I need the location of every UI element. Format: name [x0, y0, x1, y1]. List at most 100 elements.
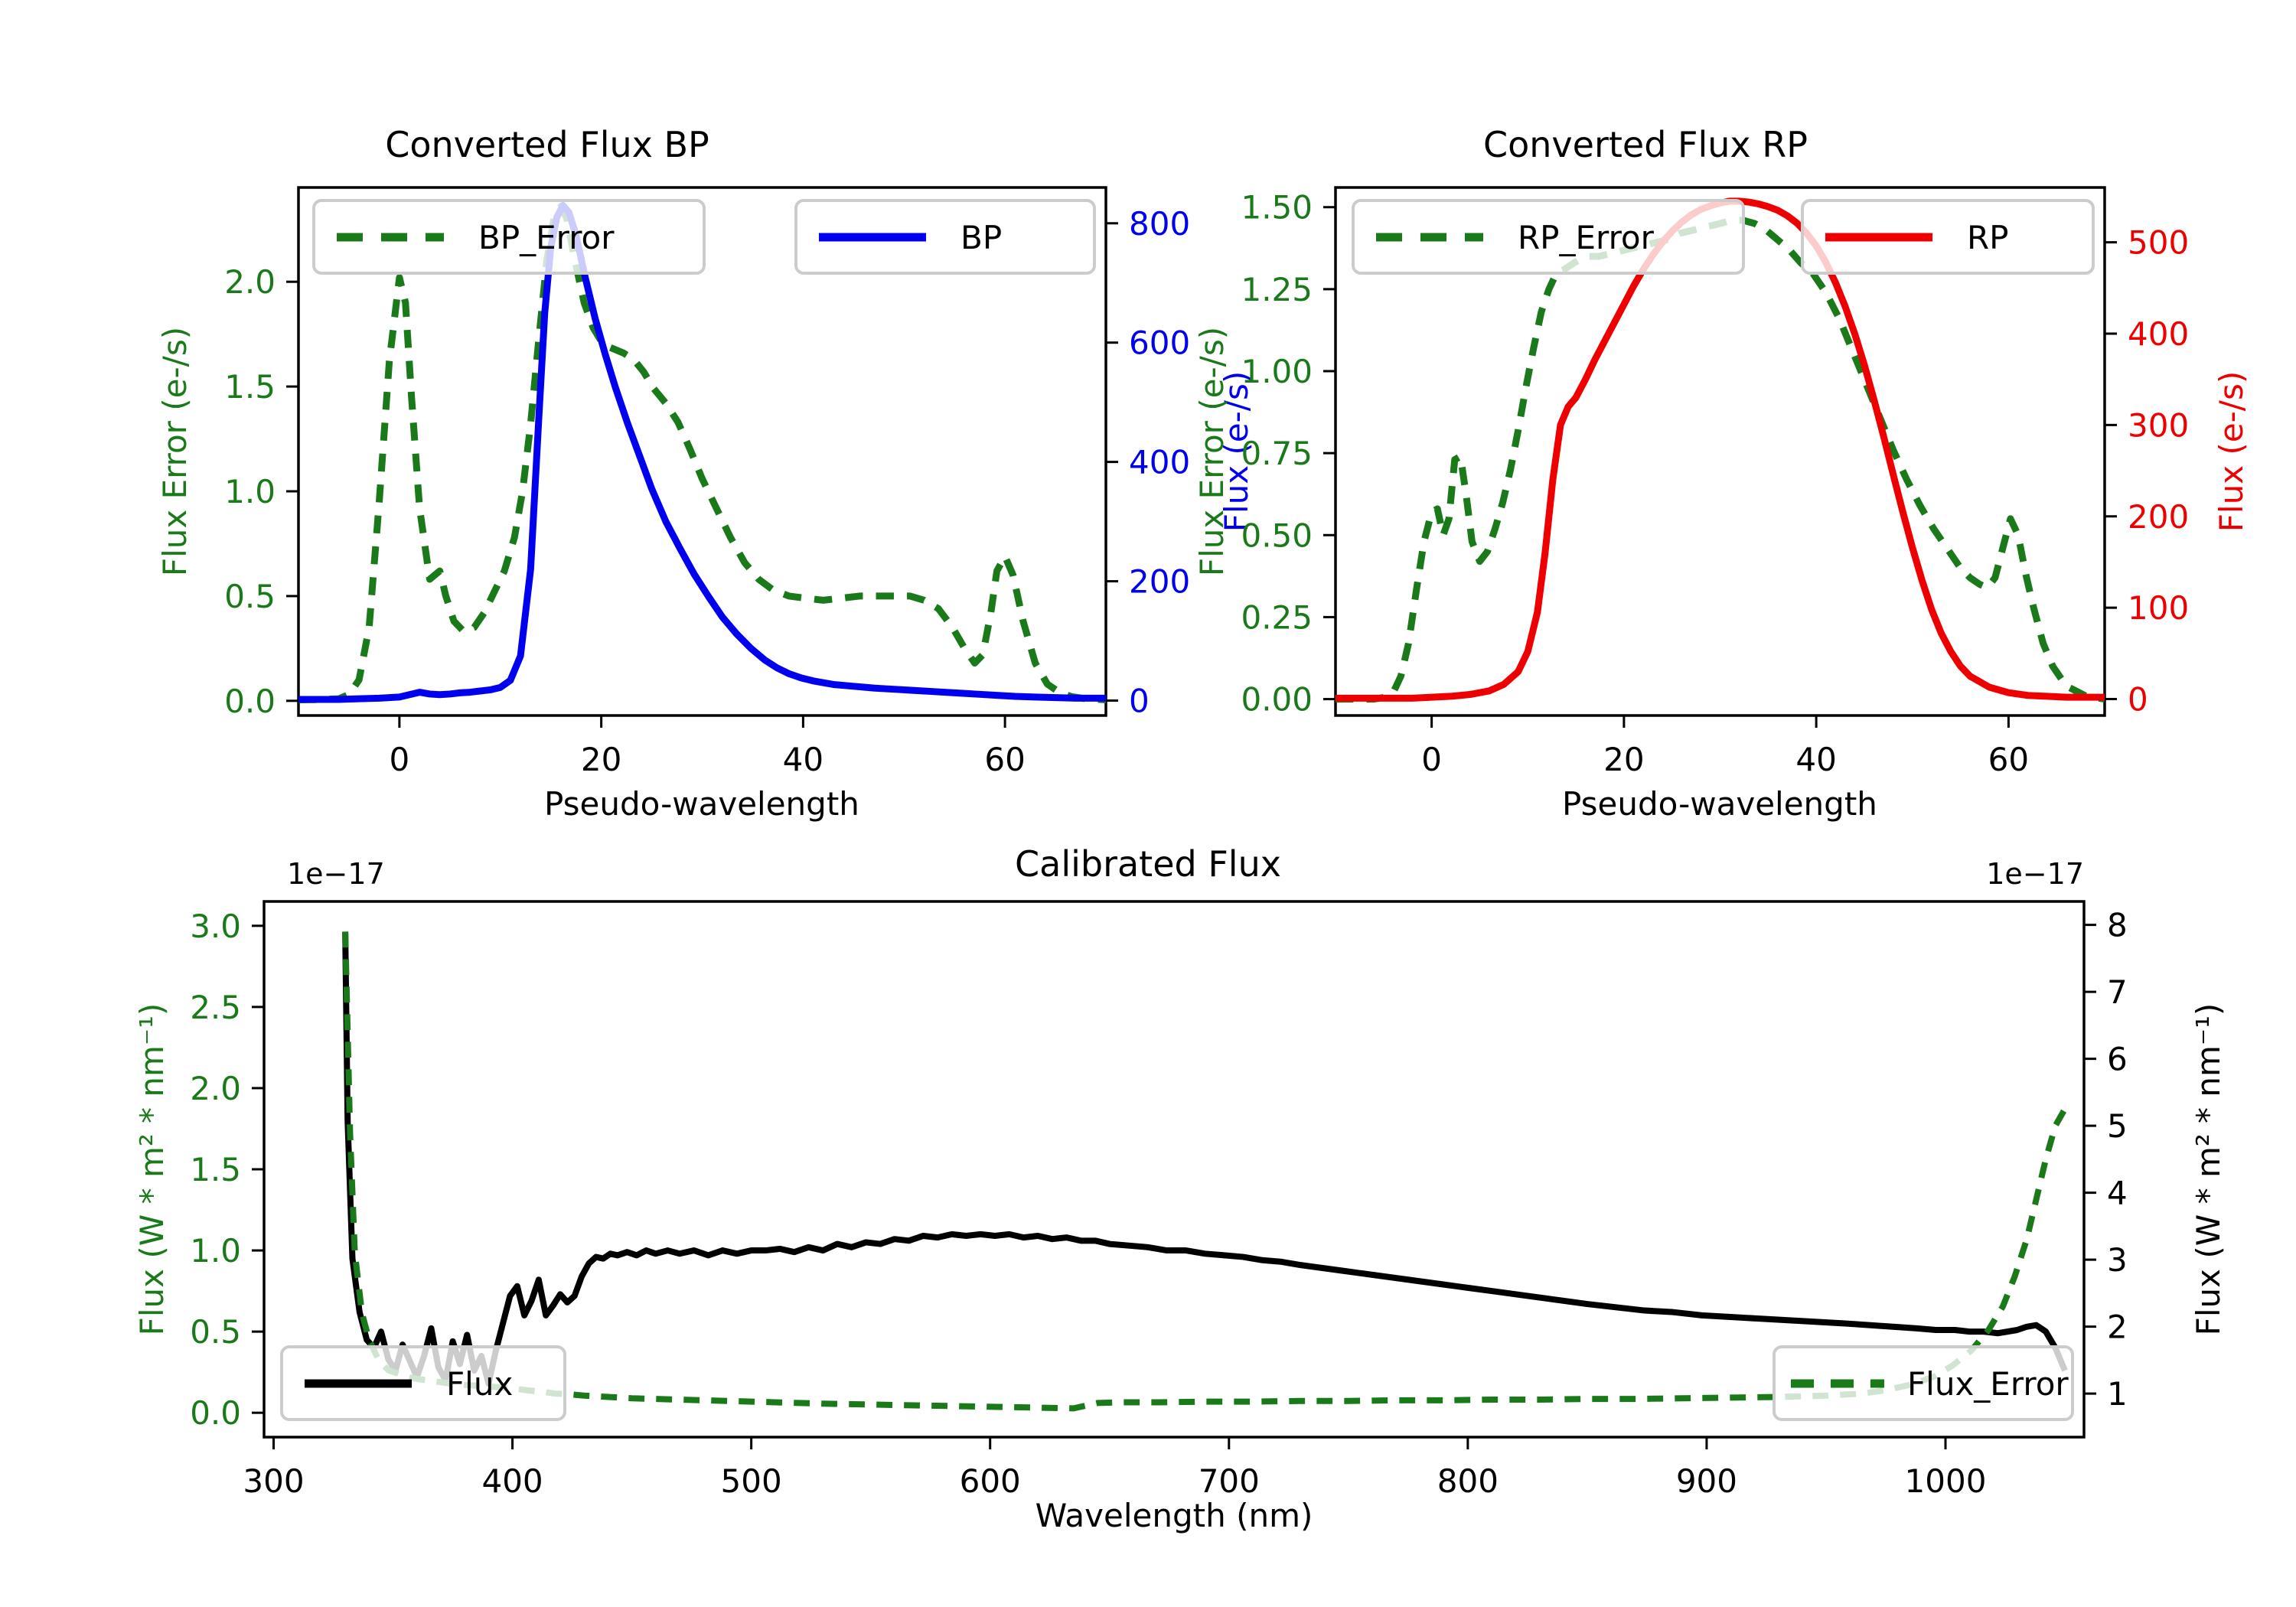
rp-right-yaxis-label: Flux (e-/s) — [2213, 371, 2250, 532]
panel-converted-flux-rp: Converted Flux RP 0 20 40 60 0.00 0.25 0.50 0.7… — [1193, 124, 2250, 823]
cal-legend-flux-box[interactable] — [280, 1345, 566, 1421]
rp-axis-labels: Pseudo-wavelength Flux Error (e-/s) Flux… — [1193, 327, 2250, 823]
panel-calibrated-flux: Calibrated Flux 1e−17 1e−17 300 400 500 600… — [133, 843, 2227, 1534]
y-right-tick-label: 6 — [2107, 1041, 2128, 1078]
bp-legend-bp-box[interactable] — [794, 199, 1096, 275]
y-right-tick-label: 0 — [2128, 681, 2148, 719]
y-right-tick-label: 400 — [2128, 315, 2189, 353]
y-left-tick-label: 1.5 — [190, 1151, 241, 1188]
y-right-tick-label: 4 — [2107, 1175, 2128, 1212]
bp-legend-error[interactable]: BP_Error — [312, 199, 706, 275]
y-right-tick-label: 800 — [1129, 205, 1190, 243]
bp-right-yaxis-label: Flux (e-/s) — [1218, 371, 1255, 532]
y-left-tick-label: 2.5 — [190, 989, 241, 1026]
y-left-tick-label: 1.25 — [1241, 271, 1313, 308]
y-right-tick-label: 1 — [2107, 1375, 2128, 1413]
bp-axis-labels: Pseudo-wavelength Flux Error (e-/s) Flux… — [156, 327, 1255, 823]
y-left-tick-label: 1.0 — [224, 473, 276, 510]
rp-xaxis-label: Pseudo-wavelength — [1562, 785, 1877, 823]
y-right-tick-label: 400 — [1129, 444, 1190, 481]
bp-legend-bp[interactable]: BP — [794, 199, 1096, 275]
bp-data-curves — [298, 201, 1106, 703]
cal-axes-frame — [263, 900, 2086, 1439]
y-left-tick-label: 0.50 — [1241, 517, 1313, 554]
x-tick-label: 20 — [1603, 741, 1644, 778]
x-tick-label: 60 — [1988, 741, 2029, 778]
rp-axes-frame — [1334, 186, 2106, 717]
cal-legend-flux-error[interactable]: Flux_Error — [1773, 1345, 2074, 1421]
y-left-tick-label: 0.00 — [1241, 681, 1313, 719]
cal-xaxis-label: Wavelength (nm) — [1035, 1497, 1313, 1534]
y-right-tick-label: 200 — [2128, 498, 2189, 536]
cal-panel-title: Calibrated Flux — [1015, 843, 1281, 885]
x-tick-label: 1000 — [1905, 1462, 1987, 1500]
bp-xaxis-label: Pseudo-wavelength — [544, 785, 859, 823]
y-left-tick-label: 0.0 — [224, 683, 276, 720]
y-left-tick-label: 0.25 — [1241, 598, 1313, 636]
bp-legend-error-box[interactable] — [312, 199, 706, 275]
y-left-tick-label: 1.5 — [224, 368, 276, 406]
y-left-tick-label: 1.0 — [190, 1232, 241, 1270]
bp-legend-error-label: BP_Error — [478, 219, 615, 256]
rp-left-yaxis-label: Flux Error (e-/s) — [1193, 327, 1231, 576]
cal-legend-flux-label: Flux — [446, 1365, 513, 1403]
y-left-tick-label: 2.0 — [224, 263, 276, 301]
rp-legend-rp-label: RP — [1967, 219, 2009, 256]
y-right-tick-label: 0 — [1129, 683, 1150, 720]
rp-legend-rp[interactable]: RP — [1801, 199, 2095, 275]
x-tick-label: 40 — [1795, 741, 1836, 778]
cal-left-yaxis-label: Flux (W * m² * nm⁻¹) — [133, 1003, 171, 1336]
x-tick-label: 400 — [481, 1462, 543, 1500]
y-right-tick-label: 7 — [2107, 973, 2128, 1011]
cal-legend-flux-error-label: Flux_Error — [1907, 1365, 2069, 1403]
rp-legend-error[interactable]: RP_Error — [1352, 199, 1745, 275]
y-right-tick-label: 8 — [2107, 907, 2128, 944]
y-right-tick-label: 300 — [2128, 406, 2189, 444]
cal-axis-labels: Wavelength (nm) Flux (W * m² * nm⁻¹) Flu… — [133, 1003, 2227, 1534]
x-tick-label: 600 — [960, 1462, 1021, 1500]
rp-axis-ticks: 0 20 40 60 0.00 0.25 0.50 0.75 1.00 1.25 1.50 0 100 2… — [1241, 189, 2189, 778]
cal-axis-ticks: 300 400 500 600 700 800 900 1000 0.0 0.5 1.0 1.5 2.0… — [190, 907, 2128, 1500]
x-tick-label: 60 — [984, 741, 1025, 778]
curve-clip-region — [298, 201, 1106, 703]
bp-panel-title: Converted Flux BP — [385, 124, 709, 165]
y-right-tick-label: 500 — [2128, 224, 2189, 262]
x-tick-label: 0 — [390, 741, 410, 778]
x-tick-label: 0 — [1421, 741, 1442, 778]
panel-converted-flux-bp: Converted Flux BP 0 20 40 60 0.0 0.5 1.0 1.5 2.0… — [156, 124, 1255, 823]
x-tick-label: 20 — [581, 741, 621, 778]
y-right-tick-label: 5 — [2107, 1107, 2128, 1145]
rp-panel-title: Converted Flux RP — [1483, 124, 1808, 165]
series-bp — [298, 201, 1106, 703]
rp-legend-rp-box[interactable] — [1801, 199, 2095, 275]
x-tick-label: 40 — [783, 741, 823, 778]
cal-left-offset-label: 1e−17 — [287, 857, 385, 891]
cal-right-offset-label: 1e−17 — [1986, 857, 2084, 891]
cal-legend-flux-error-box[interactable] — [1773, 1345, 2074, 1421]
x-tick-label: 800 — [1437, 1462, 1499, 1500]
bp-legend-bp-label: BP — [960, 219, 1002, 256]
rp-legend-error-box[interactable] — [1352, 199, 1745, 275]
y-left-tick-label: 0.5 — [190, 1313, 241, 1351]
cal-legend-flux[interactable]: Flux — [280, 1345, 566, 1421]
bp-axes-frame — [297, 186, 1107, 717]
bp-left-yaxis-label: Flux Error (e-/s) — [156, 327, 194, 576]
cal-right-yaxis-label: Flux (W * m² * nm⁻¹) — [2190, 1003, 2227, 1336]
y-right-tick-label: 200 — [1129, 563, 1190, 601]
y-right-tick-label: 100 — [2128, 589, 2189, 627]
y-left-tick-label: 3.0 — [190, 908, 241, 945]
bp-axis-ticks: 0 20 40 60 0.0 0.5 1.0 1.5 2.0 0 200 400 600 800 — [224, 205, 1190, 778]
y-left-tick-label: 1.00 — [1241, 353, 1313, 390]
y-left-tick-label: 1.50 — [1241, 189, 1313, 227]
x-tick-label: 500 — [721, 1462, 782, 1500]
y-left-tick-label: 0.5 — [224, 578, 276, 615]
x-tick-label: 700 — [1199, 1462, 1260, 1500]
y-right-tick-label: 600 — [1129, 324, 1190, 362]
y-right-tick-label: 2 — [2107, 1309, 2128, 1346]
y-left-tick-label: 0.75 — [1241, 435, 1313, 472]
y-right-tick-label: 3 — [2107, 1241, 2128, 1279]
x-tick-label: 900 — [1676, 1462, 1737, 1500]
series-bp-error — [298, 203, 1106, 703]
